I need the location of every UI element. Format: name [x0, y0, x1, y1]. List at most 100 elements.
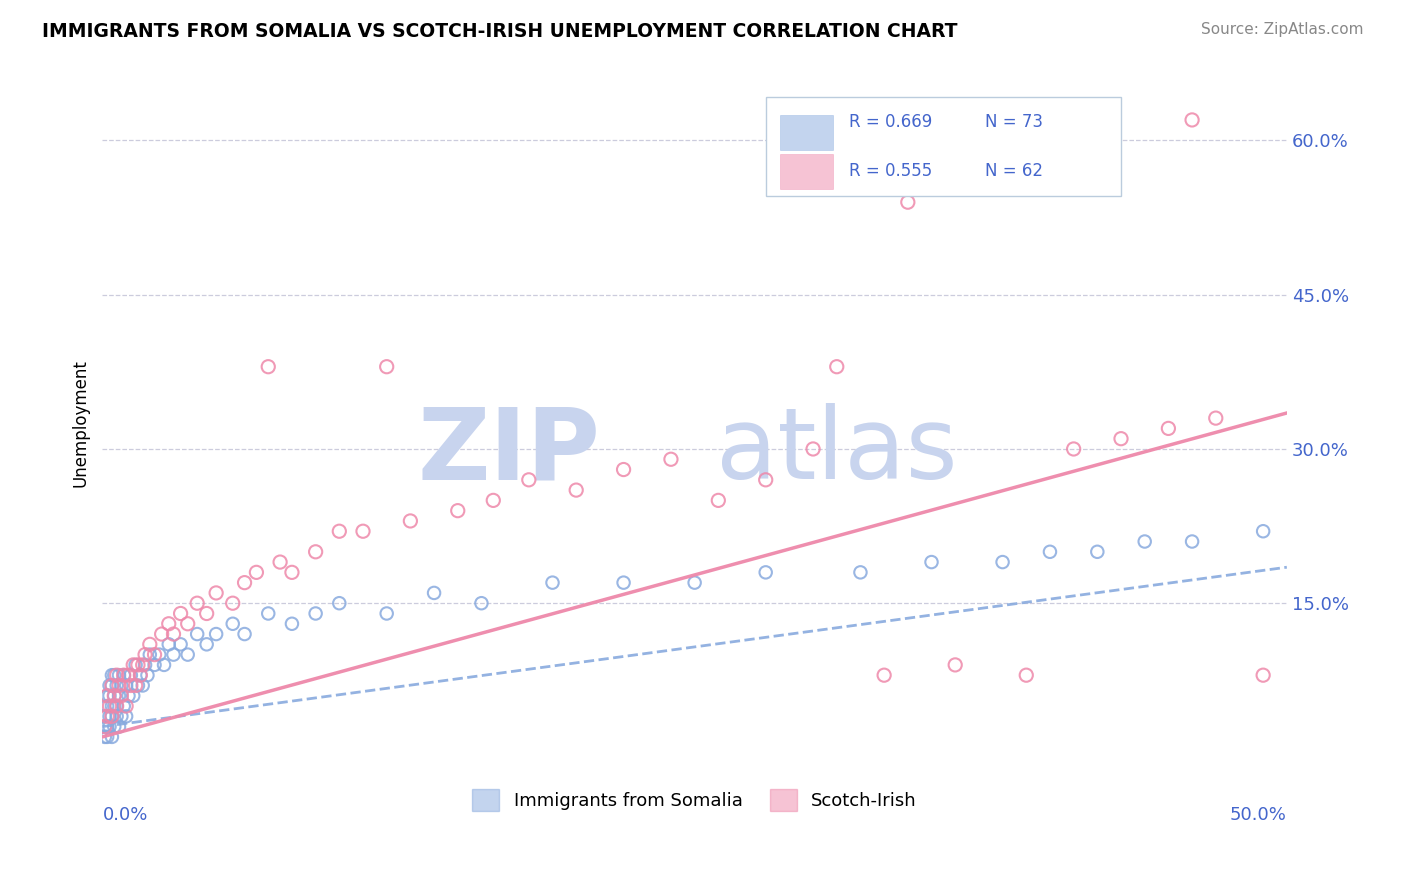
Text: atlas: atlas: [716, 403, 957, 500]
Point: [103, 689, 125, 703]
Point: [112, 699, 135, 714]
Point: [98, 689, 121, 703]
Point: [139, 648, 162, 662]
Point: [96, 709, 118, 723]
Point: [98, 720, 121, 734]
Point: [105, 668, 128, 682]
Point: [1133, 534, 1156, 549]
Point: [108, 668, 131, 682]
Point: [98, 678, 121, 692]
Point: [117, 668, 139, 682]
Point: [139, 637, 162, 651]
Point: [101, 709, 124, 723]
Point: [98, 709, 121, 723]
Point: [110, 709, 132, 723]
Point: [517, 473, 540, 487]
Point: [195, 607, 218, 621]
Point: [1181, 112, 1204, 127]
Text: IMMIGRANTS FROM SOMALIA VS SCOTCH-IRISH UNEMPLOYMENT CORRELATION CHART: IMMIGRANTS FROM SOMALIA VS SCOTCH-IRISH …: [42, 22, 957, 41]
Point: [115, 709, 138, 723]
Point: [943, 657, 966, 672]
Point: [94, 709, 117, 723]
Point: [304, 545, 326, 559]
Point: [447, 503, 470, 517]
Point: [222, 596, 245, 610]
Point: [281, 566, 304, 580]
Point: [269, 555, 291, 569]
Point: [707, 493, 730, 508]
Point: [541, 575, 564, 590]
Point: [112, 668, 135, 682]
Point: [352, 524, 374, 539]
Point: [849, 566, 872, 580]
Point: [257, 359, 280, 374]
Point: [105, 678, 128, 692]
Point: [281, 616, 304, 631]
Point: [129, 668, 152, 682]
Point: [195, 637, 218, 651]
Point: [157, 616, 180, 631]
Text: N = 62: N = 62: [984, 162, 1043, 180]
Point: [375, 359, 398, 374]
Point: [103, 668, 125, 682]
Point: [143, 657, 166, 672]
Point: [921, 555, 943, 569]
Point: [1251, 524, 1274, 539]
Point: [143, 648, 166, 662]
Point: [177, 616, 200, 631]
Text: R = 0.555: R = 0.555: [849, 162, 932, 180]
Point: [94, 720, 117, 734]
Point: [96, 720, 118, 734]
Point: [873, 668, 896, 682]
Point: [245, 566, 267, 580]
Point: [103, 689, 125, 703]
Point: [399, 514, 422, 528]
Point: [127, 657, 149, 672]
Point: [101, 699, 124, 714]
Point: [613, 575, 636, 590]
Point: [169, 637, 191, 651]
Point: [565, 483, 588, 497]
Point: [169, 607, 191, 621]
Point: [659, 452, 682, 467]
Point: [205, 586, 228, 600]
Point: [105, 699, 128, 714]
Point: [233, 575, 256, 590]
Point: [96, 689, 118, 703]
Point: [120, 668, 142, 682]
Point: [1063, 442, 1085, 456]
Point: [186, 627, 208, 641]
Point: [162, 627, 184, 641]
Point: [115, 678, 138, 692]
Text: ZIP: ZIP: [418, 403, 600, 500]
Point: [117, 689, 139, 703]
Point: [94, 730, 117, 744]
Point: [105, 709, 128, 723]
Point: [755, 473, 778, 487]
Text: N = 73: N = 73: [984, 112, 1043, 131]
Point: [423, 586, 446, 600]
Legend: Immigrants from Somalia, Scotch-Irish: Immigrants from Somalia, Scotch-Irish: [465, 782, 924, 819]
Point: [96, 699, 118, 714]
Point: [1039, 545, 1062, 559]
Point: [124, 678, 146, 692]
Point: [112, 668, 135, 682]
Point: [98, 699, 121, 714]
Point: [101, 730, 124, 744]
Point: [131, 678, 153, 692]
Point: [101, 709, 124, 723]
Point: [153, 657, 176, 672]
FancyBboxPatch shape: [780, 115, 834, 150]
Point: [120, 678, 142, 692]
Point: [1157, 421, 1180, 435]
Point: [110, 689, 132, 703]
Point: [328, 524, 350, 539]
Point: [148, 648, 170, 662]
Point: [108, 720, 131, 734]
Point: [94, 720, 117, 734]
Point: [122, 689, 145, 703]
Point: [683, 575, 706, 590]
Point: [122, 657, 145, 672]
Point: [1109, 432, 1132, 446]
Point: [101, 678, 124, 692]
